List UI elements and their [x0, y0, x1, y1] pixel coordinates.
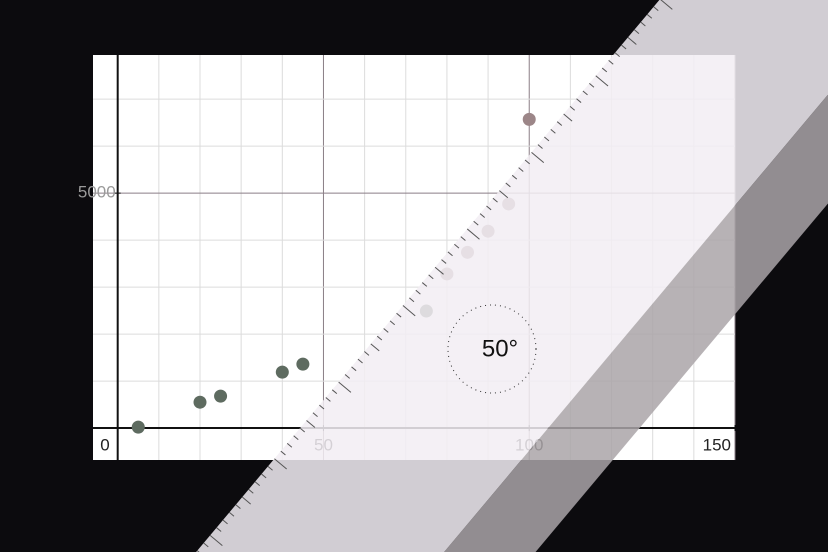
- ruler-ticks: [196, 0, 673, 552]
- ruler-tick: [589, 83, 595, 88]
- y-tick-label: 5000: [78, 183, 116, 202]
- ruler-tick: [299, 427, 306, 433]
- ruler-tick: [274, 458, 287, 470]
- ruler-tick: [563, 113, 573, 122]
- ruler[interactable]: [81, 0, 828, 552]
- x-tick-label: 150: [703, 436, 731, 455]
- ruler-tick: [511, 174, 518, 180]
- data-point: [522, 112, 536, 126]
- ruler-tick: [659, 0, 673, 10]
- ruler-tick: [441, 259, 447, 264]
- ruler-tick: [241, 496, 251, 505]
- ruler-tick: [447, 251, 453, 257]
- ruler-tick: [286, 443, 293, 448]
- ruler-tick: [396, 312, 402, 318]
- ruler-tick: [627, 37, 637, 45]
- ruler-tick: [261, 473, 267, 479]
- ruler-body: [81, 0, 828, 552]
- ruler-tick: [319, 404, 325, 410]
- ruler-tick: [614, 52, 620, 57]
- ruler-tick: [229, 511, 235, 517]
- ruler-tick: [492, 197, 498, 203]
- ruler-tick: [409, 297, 415, 303]
- ruler-tick: [222, 519, 228, 525]
- ruler-tick: [460, 236, 466, 241]
- ruler-tick: [499, 190, 509, 199]
- ruler-tick: [203, 542, 209, 548]
- ruler-tick: [209, 534, 223, 547]
- data-point: [131, 420, 145, 434]
- ruler-tick: [640, 21, 646, 27]
- ruler-tick: [486, 205, 492, 211]
- ruler-tick: [454, 243, 460, 249]
- ruler-tick: [389, 320, 396, 326]
- ruler-tick: [357, 358, 363, 364]
- ruler-tick: [646, 14, 653, 19]
- ruler-tick: [531, 151, 545, 163]
- ruler-edge: [227, 0, 828, 552]
- data-point: [296, 357, 310, 371]
- ruler-tick: [466, 228, 480, 240]
- ruler-tick: [479, 213, 485, 218]
- data-point: [214, 389, 228, 403]
- ruler-tick: [306, 420, 316, 428]
- ruler-tick: [216, 527, 222, 532]
- x-tick-label: 0: [100, 436, 109, 455]
- ruler-tick: [595, 75, 609, 87]
- ruler-tick: [331, 389, 338, 395]
- ruler-tick: [524, 159, 530, 165]
- ruler-tick: [537, 144, 543, 149]
- ruler-tick: [312, 412, 318, 418]
- ruler-tick: [556, 121, 563, 126]
- ruler-tick: [421, 282, 428, 287]
- ruler-tick: [582, 90, 588, 96]
- ruler-tick: [569, 105, 575, 111]
- ruler-tick: [402, 305, 416, 317]
- ruler-tick: [415, 289, 421, 295]
- ruler-tick: [370, 343, 380, 352]
- ruler-tick: [608, 60, 614, 65]
- ruler-tick: [376, 335, 383, 341]
- ruler-tick: [505, 182, 511, 188]
- protractor[interactable]: 50°: [447, 304, 537, 394]
- protractor-dial: [447, 304, 537, 394]
- ruler-tick: [364, 351, 370, 356]
- ruler-tick: [344, 374, 351, 379]
- ruler-tick: [325, 397, 331, 402]
- ruler-tick: [434, 266, 444, 275]
- ruler-tick: [338, 381, 352, 393]
- ruler-tick: [280, 450, 286, 456]
- ruler-tick: [544, 136, 550, 142]
- ruler-tick: [518, 167, 524, 172]
- ruler-tick: [428, 274, 434, 280]
- ruler-tick: [473, 220, 479, 226]
- ruler-tick: [254, 481, 261, 486]
- data-point: [275, 365, 289, 379]
- data-point: [193, 395, 207, 409]
- ruler-tick: [634, 29, 640, 35]
- ruler-tick: [351, 366, 357, 372]
- ruler-tick: [621, 44, 627, 50]
- angle-label: 50°: [482, 335, 518, 362]
- ruler-tick: [653, 6, 659, 12]
- ruler-tick: [248, 489, 254, 494]
- ruler-tick: [550, 128, 556, 134]
- ruler-tick: [267, 466, 273, 471]
- ruler-tick: [601, 67, 608, 73]
- ruler-tick: [293, 435, 299, 441]
- ruler-tick: [576, 98, 582, 103]
- ruler-tick: [383, 328, 389, 333]
- ruler-tick: [196, 550, 203, 552]
- ruler-tick: [235, 504, 241, 509]
